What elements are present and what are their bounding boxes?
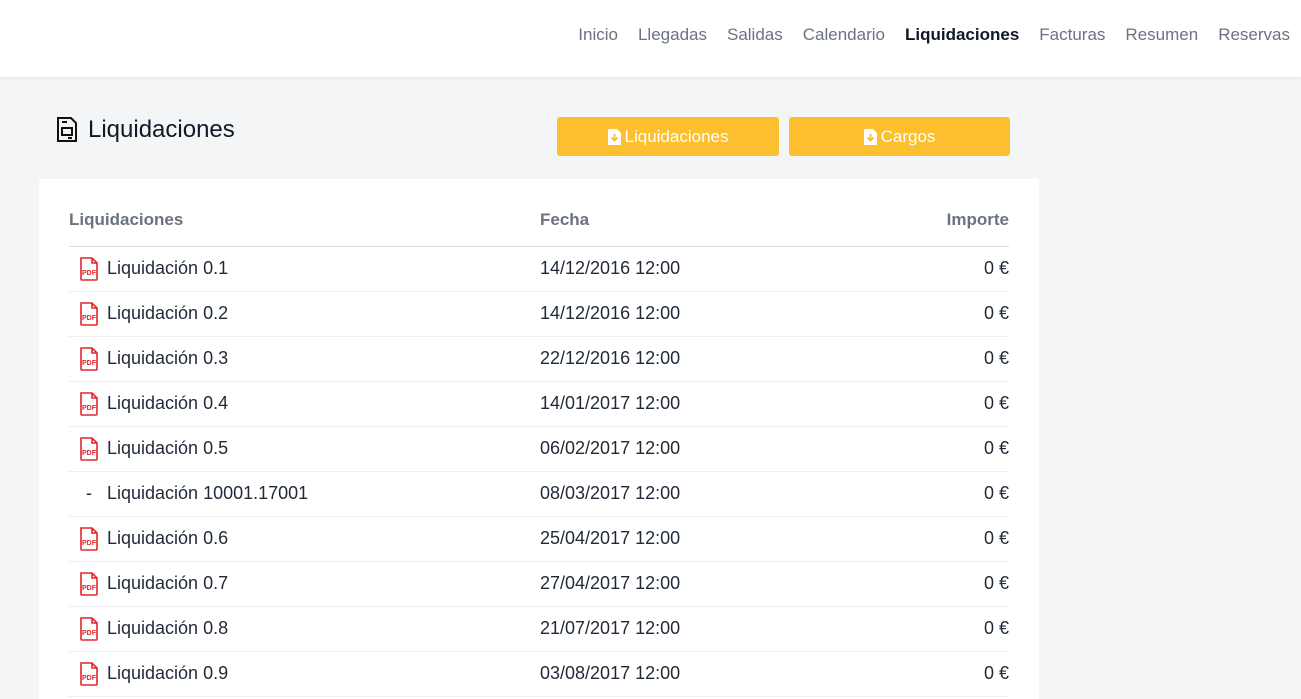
liquidacion-name: Liquidación 10001.17001 — [107, 483, 309, 503]
liquidacion-link[interactable]: PDF Liquidación 0.9 — [69, 661, 540, 686]
table-row: PDF Liquidación 0.4 14/01/2017 12:00 0 € — [69, 381, 1009, 427]
fecha-cell: 25/04/2017 12:00 — [540, 516, 865, 562]
svg-text:PDF: PDF — [82, 540, 97, 547]
fecha-cell: 22/12/2016 12:00 — [540, 336, 865, 382]
importe-cell: 0 € — [864, 426, 1009, 472]
pdf-icon: PDF — [80, 526, 98, 551]
col-header-liquidaciones: Liquidaciones — [69, 195, 540, 247]
table-row: PDF Liquidación 0.1 14/12/2016 12:00 0 € — [69, 246, 1009, 292]
svg-text:PDF: PDF — [82, 405, 97, 412]
document-icon — [57, 117, 77, 142]
svg-text:PDF: PDF — [82, 630, 97, 637]
page-title: Liquidaciones — [88, 116, 235, 143]
svg-text:PDF: PDF — [82, 315, 97, 322]
importe-cell: 0 € — [864, 606, 1009, 652]
nav-item-inicio[interactable]: Inicio — [578, 25, 618, 44]
col-header-importe: Importe — [864, 195, 1009, 247]
liquidacion-link[interactable]: - Liquidación 10001.17001 — [69, 483, 540, 504]
liquidaciones-card: Liquidaciones Fecha Importe PDF Liquidaci… — [39, 179, 1039, 699]
pdf-icon: PDF — [80, 436, 98, 461]
button-label: Cargos — [880, 126, 936, 146]
col-header-fecha: Fecha — [540, 195, 865, 247]
importe-cell: 0 € — [864, 291, 1009, 337]
page-header: Liquidaciones — [56, 116, 235, 144]
liquidacion-link[interactable]: PDF Liquidación 0.4 — [69, 391, 540, 416]
file-download-icon — [607, 128, 621, 145]
nav-item-liquidaciones[interactable]: Liquidaciones — [904, 25, 1020, 44]
table-row: PDF Liquidación 0.5 06/02/2017 12:00 0 € — [69, 426, 1009, 472]
nav-item-salidas[interactable]: Salidas — [726, 25, 783, 44]
importe-cell: 0 € — [864, 336, 1009, 382]
liquidacion-link[interactable]: PDF Liquidación 0.2 — [69, 301, 540, 326]
download-liquidaciones-button[interactable]: Liquidaciones — [557, 117, 779, 156]
table-row: PDF Liquidación 0.7 27/04/2017 12:00 0 € — [69, 561, 1009, 607]
pdf-icon: PDF — [80, 301, 98, 326]
svg-text:PDF: PDF — [82, 450, 97, 457]
pdf-icon: PDF — [80, 256, 98, 281]
nav-item-resumen[interactable]: Resumen — [1125, 25, 1199, 44]
liquidacion-name: Liquidación 0.8 — [107, 618, 229, 638]
liquidacion-name: Liquidación 0.1 — [107, 258, 229, 278]
fecha-cell: 14/01/2017 12:00 — [540, 381, 865, 427]
pdf-icon: PDF — [80, 571, 98, 596]
top-nav: Inicio Llegadas Salidas Calendario Liquidaci… — [0, 0, 1301, 77]
liquidacion-name: Liquidación 0.9 — [107, 663, 229, 683]
liquidacion-link[interactable]: PDF Liquidación 0.6 — [69, 526, 540, 551]
table-row: PDF Liquidación 0.3 22/12/2016 12:00 0 € — [69, 336, 1009, 382]
fecha-cell: 27/04/2017 12:00 — [540, 561, 865, 607]
nav-item-facturas[interactable]: Facturas — [1039, 25, 1106, 44]
importe-cell: 0 € — [864, 246, 1009, 292]
fecha-cell: 14/12/2016 12:00 — [540, 246, 865, 292]
pdf-icon: PDF — [80, 391, 98, 416]
table-row: PDF Liquidación 0.2 14/12/2016 12:00 0 € — [69, 291, 1009, 337]
fecha-cell: 08/03/2017 12:00 — [540, 471, 865, 517]
liquidacion-link[interactable]: PDF Liquidación 0.8 — [69, 616, 540, 641]
table-row: - Liquidación 10001.17001 08/03/2017 12:00… — [69, 471, 1009, 517]
liquidacion-name: Liquidación 0.7 — [107, 573, 229, 593]
liquidacion-link[interactable]: PDF Liquidación 0.5 — [69, 436, 540, 461]
table-row: PDF Liquidación 0.6 25/04/2017 12:00 0 € — [69, 516, 1009, 562]
liquidacion-name: Liquidación 0.3 — [107, 348, 229, 368]
liquidacion-name: Liquidación 0.4 — [107, 393, 229, 413]
fecha-cell: 14/12/2016 12:00 — [540, 291, 865, 337]
nav-item-reservas[interactable]: Reservas — [1218, 25, 1290, 44]
fecha-cell: 21/07/2017 12:00 — [540, 606, 865, 652]
importe-cell: 0 € — [864, 471, 1009, 517]
fecha-cell: 06/02/2017 12:00 — [540, 426, 865, 472]
svg-text:PDF: PDF — [82, 360, 97, 367]
svg-text:PDF: PDF — [82, 270, 97, 277]
button-label: Liquidaciones — [624, 126, 729, 146]
table-row: PDF Liquidación 0.8 21/07/2017 12:00 0 € — [69, 606, 1009, 652]
liquidacion-link[interactable]: PDF Liquidación 0.3 — [69, 346, 540, 371]
importe-cell: 0 € — [864, 651, 1009, 697]
importe-cell: 0 € — [864, 516, 1009, 562]
pdf-icon: PDF — [80, 616, 98, 641]
liquidaciones-table: Liquidaciones Fecha Importe PDF Liquidaci… — [69, 195, 1009, 697]
liquidacion-name: Liquidación 0.5 — [107, 438, 229, 458]
table-row: PDF Liquidación 0.9 03/08/2017 12:00 0 € — [69, 651, 1009, 697]
importe-cell: 0 € — [864, 381, 1009, 427]
download-cargos-button[interactable]: Cargos — [789, 117, 1010, 156]
liquidacion-name: Liquidación 0.6 — [107, 528, 229, 548]
liquidacion-link[interactable]: PDF Liquidación 0.1 — [69, 256, 540, 281]
liquidacion-name: Liquidación 0.2 — [107, 303, 229, 323]
svg-text:PDF: PDF — [82, 675, 97, 682]
nav-item-llegadas[interactable]: Llegadas — [637, 25, 707, 44]
pdf-icon: PDF — [80, 346, 98, 371]
nav-item-calendario[interactable]: Calendario — [802, 25, 885, 44]
no-file-marker: - — [86, 483, 92, 503]
liquidacion-link[interactable]: PDF Liquidación 0.7 — [69, 571, 540, 596]
fecha-cell: 03/08/2017 12:00 — [540, 651, 865, 697]
importe-cell: 0 € — [864, 561, 1009, 607]
file-download-icon — [863, 128, 877, 145]
svg-text:PDF: PDF — [82, 585, 97, 592]
pdf-icon: PDF — [80, 661, 98, 686]
